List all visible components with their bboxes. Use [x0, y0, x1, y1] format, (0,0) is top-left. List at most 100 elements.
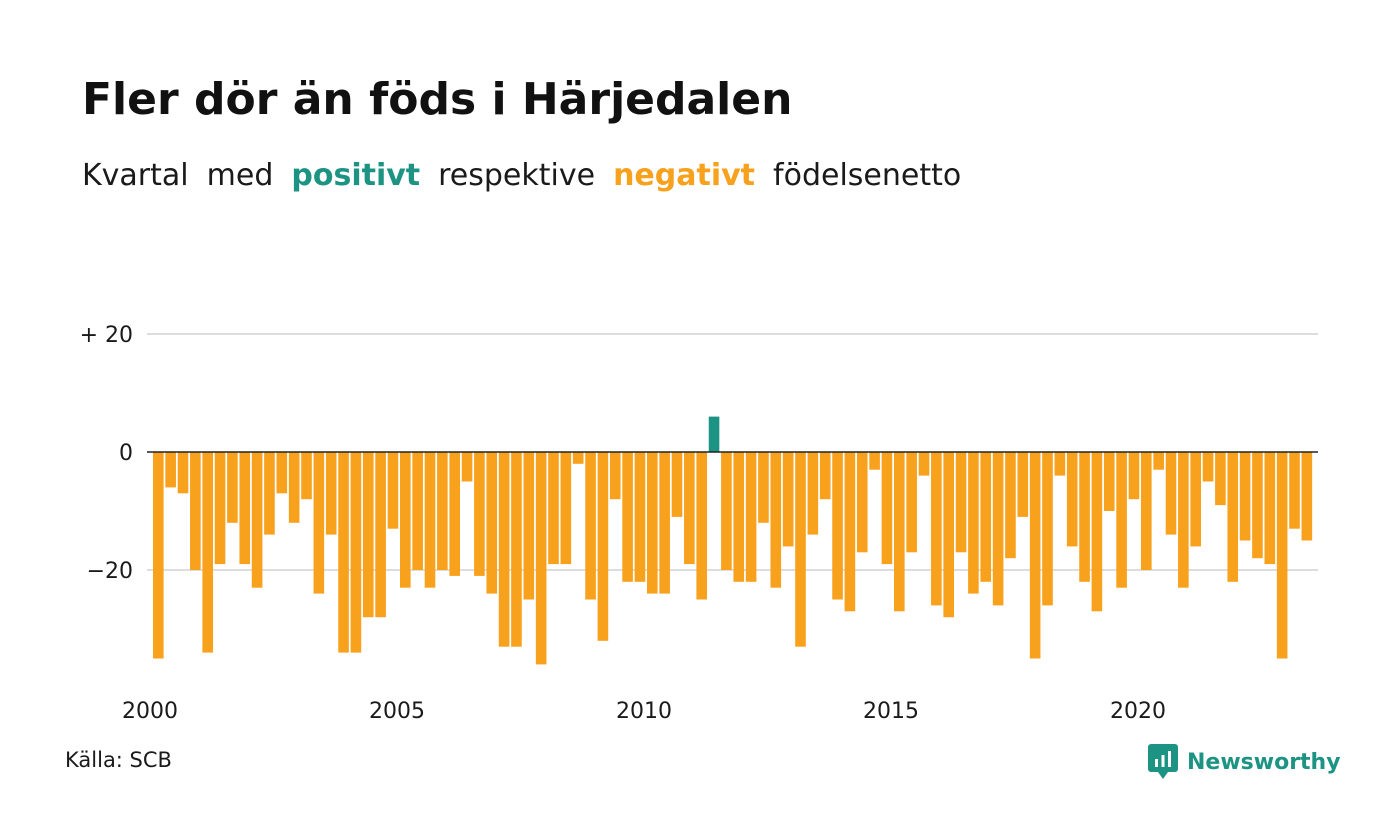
bar-negative — [412, 452, 423, 570]
bar-negative — [622, 452, 633, 582]
bar-negative — [548, 452, 559, 565]
bar-negative — [276, 452, 288, 494]
bar-negative — [992, 452, 1004, 606]
y-tick-label: −20 — [87, 559, 133, 584]
bar-negative — [807, 452, 819, 535]
bar-negative — [869, 452, 880, 470]
bar-negative — [1054, 452, 1066, 476]
bar-negative — [560, 452, 572, 565]
bar-negative — [177, 452, 189, 494]
bar-negative — [795, 452, 806, 647]
y-axis-ticks: + 20 0 −20 — [80, 323, 133, 584]
x-tick-label: 2000 — [122, 699, 178, 724]
subtitle-negative-label: negativt — [613, 158, 756, 193]
bar-negative — [424, 452, 436, 588]
bar-negative — [1239, 452, 1251, 541]
y-tick-label: + 20 — [80, 323, 133, 348]
bar-negative — [1128, 452, 1140, 500]
chart-title: Fler dör än föds i Härjedalen — [82, 74, 793, 125]
bar-negative — [251, 452, 263, 588]
bar-negative — [264, 452, 275, 535]
bar-negative — [1079, 452, 1090, 582]
subtitle-positive-label: positivt — [291, 158, 421, 193]
bar-negative — [1165, 452, 1177, 535]
source-note: Källa: SCB — [65, 748, 172, 772]
bar-negative — [227, 452, 238, 523]
bar-negative — [980, 452, 992, 582]
y-tick-label: 0 — [119, 441, 133, 466]
bar-negative — [585, 452, 596, 600]
bar-negative — [325, 452, 337, 535]
bar-negative — [523, 452, 535, 600]
bar-negative — [1202, 452, 1214, 482]
bar-negative — [1276, 452, 1288, 659]
brand-name: Newsworthy — [1187, 749, 1341, 775]
bar-negative — [968, 452, 979, 594]
bar-negative — [881, 452, 893, 565]
bar-negative — [202, 452, 213, 653]
bar-negative — [1301, 452, 1313, 541]
bar-positive — [708, 416, 720, 452]
bar-negative — [609, 452, 621, 500]
x-tick-label: 2010 — [616, 699, 672, 724]
bar-negative — [362, 452, 374, 618]
bar-negative — [1005, 452, 1016, 559]
bar-negative — [375, 452, 386, 618]
bar-negative — [165, 452, 176, 488]
bar-negative — [1103, 452, 1115, 511]
bar-negative — [955, 452, 967, 553]
bar-negative — [844, 452, 856, 612]
bar-negative — [819, 452, 831, 500]
bar-negative — [1190, 452, 1201, 547]
bar-negative — [153, 452, 164, 659]
bar-negative — [1153, 452, 1164, 470]
bar-negative — [721, 452, 732, 570]
bar-negative — [486, 452, 498, 594]
bar-negative — [671, 452, 683, 517]
bar-negative — [1029, 452, 1041, 659]
bar-negative — [832, 452, 843, 600]
bar-negative — [288, 452, 300, 523]
bar-negative — [1215, 452, 1226, 506]
bar-negative — [214, 452, 226, 565]
subtitle-word: respektive — [438, 158, 596, 193]
bar-negative — [572, 452, 584, 464]
bar-negative — [461, 452, 473, 482]
bar-negative — [1227, 452, 1239, 582]
bar-negative — [856, 452, 868, 553]
bar-negative — [758, 452, 769, 523]
bar-negative — [1042, 452, 1053, 606]
bar-negative — [1178, 452, 1189, 588]
bar-negative — [770, 452, 782, 588]
bar-negative — [449, 452, 460, 576]
bar-negative — [1017, 452, 1029, 517]
brand-logo: Newsworthy — [1148, 744, 1341, 780]
bar-negative — [634, 452, 646, 582]
bar-negative — [301, 452, 312, 500]
bar-negative — [350, 452, 362, 653]
bar-negative — [696, 452, 707, 600]
x-tick-label: 2015 — [863, 699, 919, 724]
bar-negative — [733, 452, 745, 582]
bar-negative — [745, 452, 757, 582]
bar-negative — [387, 452, 399, 529]
bar-negative — [906, 452, 917, 553]
bars — [153, 416, 1313, 665]
newsworthy-logo-icon — [1148, 744, 1178, 779]
bar-negative — [1252, 452, 1263, 559]
x-axis-ticks: 2000 2005 2010 2015 2020 — [122, 699, 1166, 724]
bar-negative — [498, 452, 510, 647]
bar-negative — [931, 452, 942, 606]
subtitle-word: födelsenetto — [773, 158, 962, 193]
bar-negative — [511, 452, 522, 647]
bar-negative — [647, 452, 658, 594]
bar-negative — [918, 452, 930, 476]
bar-negative — [400, 452, 411, 588]
subtitle-word: Kvartal — [82, 158, 189, 193]
bar-negative — [782, 452, 794, 547]
bar-negative — [535, 452, 547, 665]
bar-negative — [1264, 452, 1276, 565]
bar-negative — [597, 452, 609, 641]
bar-negative — [894, 452, 905, 612]
